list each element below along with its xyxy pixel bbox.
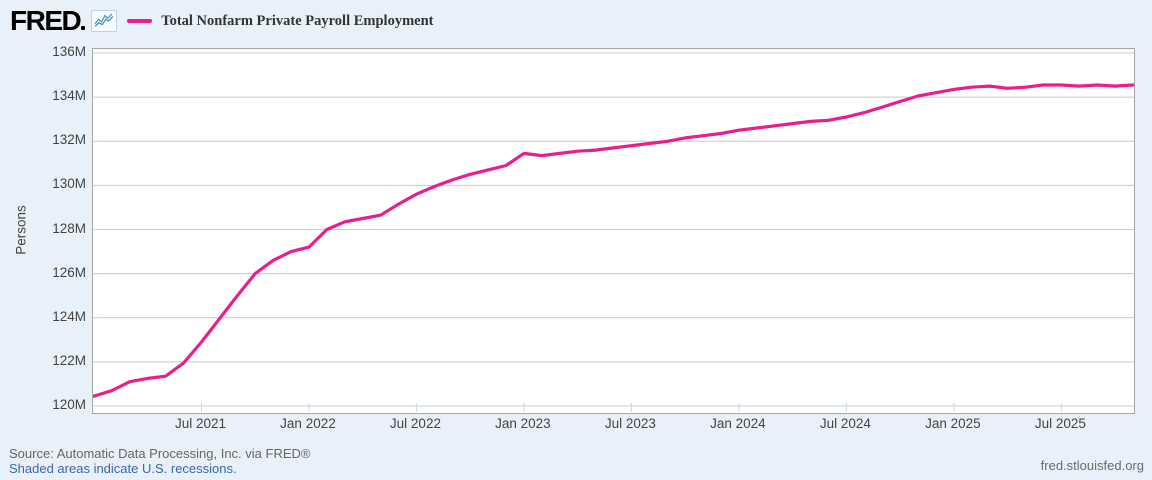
fred-sparkline-icon bbox=[91, 10, 118, 32]
legend-series-label: Total Nonfarm Private Payroll Employment bbox=[161, 12, 434, 29]
chart-header: FRED Total Nonfarm Private Payroll Emplo… bbox=[10, 6, 434, 36]
series-line[interactable] bbox=[93, 83, 1134, 398]
y-axis-label: 128M bbox=[52, 220, 86, 236]
y-axis-label: 130M bbox=[52, 176, 86, 192]
fred-logo[interactable]: FRED bbox=[10, 5, 86, 36]
legend-swatch-icon bbox=[127, 19, 153, 23]
x-axis-label: Jan 2022 bbox=[280, 416, 336, 431]
recessions-link[interactable]: Shaded areas indicate U.S. recessions. bbox=[9, 461, 237, 476]
y-axis-label: 126M bbox=[52, 264, 86, 280]
x-axis-label: Jan 2024 bbox=[710, 416, 766, 431]
registered-mark-icon bbox=[81, 26, 86, 30]
legend-item[interactable]: Total Nonfarm Private Payroll Employment bbox=[127, 12, 434, 30]
x-axis-label: Jul 2022 bbox=[389, 416, 441, 431]
x-axis-label: Jul 2025 bbox=[1034, 416, 1086, 431]
y-axis-label: 136M bbox=[52, 44, 86, 59]
plot-area bbox=[92, 48, 1135, 414]
source-note: Source: Automatic Data Processing, Inc. … bbox=[9, 446, 311, 461]
fred-logo-text: FRED bbox=[10, 5, 82, 36]
x-axis-label: Jan 2025 bbox=[925, 416, 981, 431]
x-axis-label: Jan 2023 bbox=[495, 416, 551, 431]
x-axis-label: Jul 2021 bbox=[174, 416, 226, 431]
x-axis-label: Jul 2023 bbox=[604, 416, 656, 431]
y-axis-label: 124M bbox=[52, 308, 86, 324]
fred-site-link[interactable]: fred.stlouisfed.org bbox=[1040, 458, 1144, 473]
y-axis-label: 134M bbox=[52, 88, 86, 104]
y-axis-label: 120M bbox=[52, 397, 86, 412]
y-axis-label: 122M bbox=[52, 352, 86, 368]
y-axis-label: 132M bbox=[52, 132, 86, 148]
x-axis-label: Jul 2024 bbox=[819, 416, 871, 431]
